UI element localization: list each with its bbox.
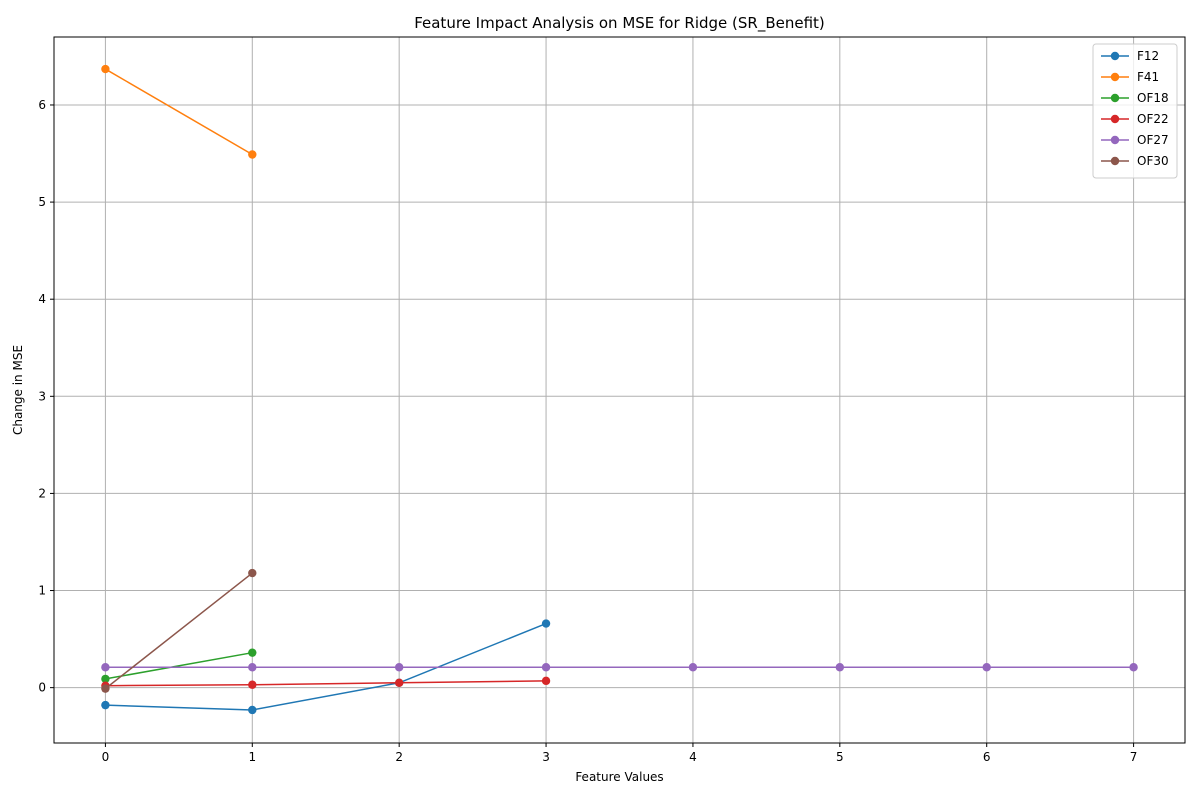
x-tick-label: 1 bbox=[248, 750, 256, 764]
series-line bbox=[105, 680, 547, 687]
data-point bbox=[394, 678, 404, 687]
data-point bbox=[541, 619, 551, 628]
data-point bbox=[394, 663, 404, 672]
data-point bbox=[541, 676, 551, 686]
y-tick-label: 0 bbox=[38, 681, 46, 695]
data-point bbox=[1129, 663, 1138, 672]
y-tick-label: 3 bbox=[38, 389, 46, 403]
data-point bbox=[101, 700, 110, 710]
x-tick-label: 5 bbox=[836, 750, 844, 764]
y-tick-label: 4 bbox=[38, 292, 46, 306]
legend-label: F41 bbox=[1137, 70, 1159, 84]
legend-label: OF30 bbox=[1137, 154, 1169, 168]
chart-title: Feature Impact Analysis on MSE for Ridge… bbox=[414, 14, 825, 33]
y-tick-label: 5 bbox=[38, 195, 46, 209]
legend-label: OF22 bbox=[1137, 112, 1169, 126]
legend-marker bbox=[1110, 51, 1120, 61]
legend-marker bbox=[1110, 93, 1120, 103]
x-tick-label: 4 bbox=[689, 750, 697, 764]
x-tick-label: 6 bbox=[983, 750, 991, 764]
x-tick-label: 2 bbox=[395, 750, 403, 764]
data-point bbox=[101, 684, 110, 693]
series-line bbox=[105, 651, 253, 680]
x-axis-label: Feature Values bbox=[575, 770, 663, 784]
series-of18 bbox=[101, 648, 257, 684]
legend-item-of18: OF18 bbox=[1101, 91, 1169, 105]
x-tick-label: 7 bbox=[1130, 750, 1138, 764]
x-tick-label: 0 bbox=[102, 750, 110, 764]
legend-item-of30: OF30 bbox=[1101, 154, 1169, 168]
legend-marker bbox=[1110, 156, 1120, 166]
plot-area-frame bbox=[53, 36, 1186, 744]
legend-label: OF27 bbox=[1137, 133, 1169, 147]
x-tick-label: 3 bbox=[542, 750, 550, 764]
legend-label: OF18 bbox=[1137, 91, 1169, 105]
legend-item-f41: F41 bbox=[1101, 70, 1159, 84]
ticks: 0 1 2 3 4 5 6 7 0 1 2 3 4 5 6 bbox=[38, 98, 1137, 764]
data-point bbox=[248, 663, 257, 672]
series-of27 bbox=[101, 663, 1138, 672]
data-point bbox=[248, 150, 257, 159]
series-line bbox=[104, 572, 253, 690]
legend-item-of27: OF27 bbox=[1101, 133, 1169, 147]
legend-marker bbox=[1110, 135, 1120, 145]
legend-label: F12 bbox=[1137, 49, 1159, 63]
data-point bbox=[982, 663, 991, 672]
series-line bbox=[105, 68, 253, 156]
legend: F12 F41 OF18 OF22 OF27 OF30 bbox=[1092, 43, 1178, 179]
legend-marker bbox=[1110, 72, 1120, 82]
data-point bbox=[101, 64, 110, 74]
data-point bbox=[541, 663, 551, 672]
series-of30 bbox=[101, 568, 257, 693]
legend-item-f12: F12 bbox=[1101, 49, 1159, 63]
series-group bbox=[101, 64, 1138, 715]
data-point bbox=[248, 568, 257, 578]
legend-marker bbox=[1110, 114, 1120, 124]
y-axis-label: Change in MSE bbox=[11, 345, 25, 435]
data-point bbox=[248, 648, 257, 657]
data-point bbox=[248, 705, 257, 715]
data-point bbox=[101, 663, 110, 672]
data-point bbox=[835, 663, 845, 672]
data-point bbox=[248, 680, 257, 689]
series-line bbox=[105, 622, 547, 711]
grid bbox=[54, 37, 1185, 743]
data-point bbox=[101, 674, 110, 684]
data-point bbox=[688, 663, 698, 672]
y-tick-label: 1 bbox=[38, 584, 46, 598]
series-f41 bbox=[101, 64, 257, 159]
legend-item-of22: OF22 bbox=[1101, 112, 1169, 126]
y-tick-label: 2 bbox=[38, 486, 46, 500]
y-tick-label: 6 bbox=[38, 98, 46, 112]
